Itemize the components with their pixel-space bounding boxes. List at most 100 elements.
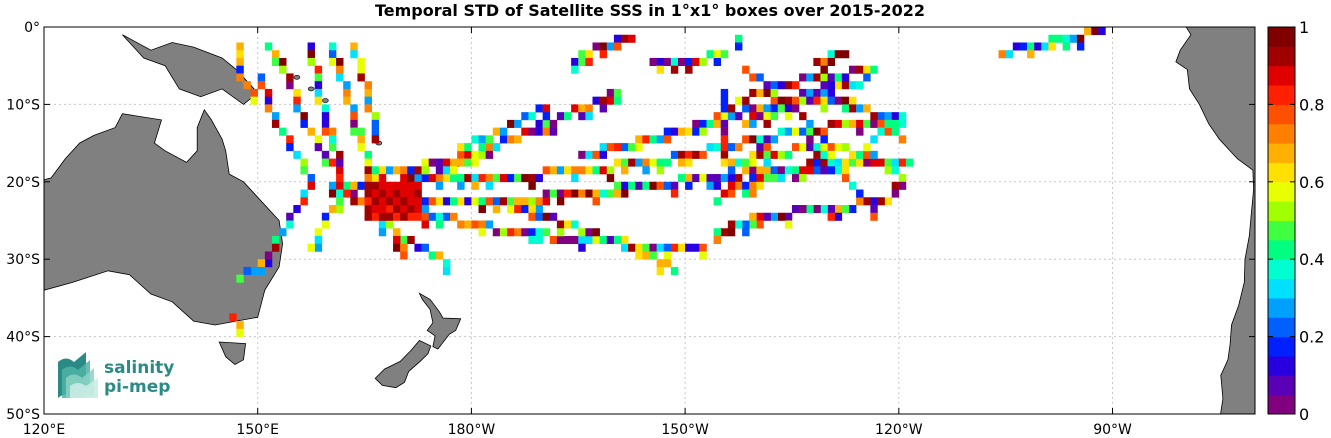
std-cell <box>806 96 814 105</box>
std-cell <box>749 119 757 128</box>
std-cell <box>250 88 258 97</box>
std-cell <box>763 212 771 221</box>
std-cell <box>514 135 522 144</box>
std-cell <box>236 274 244 283</box>
std-cell <box>663 243 672 252</box>
land-island <box>293 75 301 80</box>
std-cell <box>670 127 679 136</box>
std-cell <box>621 158 629 167</box>
std-cell <box>848 96 857 105</box>
std-cell <box>799 96 807 105</box>
std-cell <box>578 57 586 66</box>
std-cell <box>328 42 337 51</box>
std-cell <box>784 166 793 175</box>
std-cell <box>592 150 600 159</box>
std-cell <box>400 205 408 214</box>
std-cell <box>863 73 871 82</box>
std-cell <box>236 73 244 82</box>
std-cell <box>791 81 800 90</box>
std-cell <box>435 197 444 206</box>
std-cell <box>898 181 907 190</box>
std-cell <box>727 181 736 190</box>
std-cell <box>236 321 244 330</box>
std-cell <box>642 158 650 167</box>
std-cell <box>820 65 828 74</box>
std-cell <box>877 119 885 128</box>
std-cell <box>1069 34 1078 43</box>
std-cell <box>756 220 764 229</box>
std-cell <box>578 112 586 121</box>
std-cell <box>507 228 515 237</box>
std-cell <box>236 42 244 51</box>
std-cell <box>891 112 900 121</box>
std-cell <box>385 189 394 198</box>
std-cell <box>507 197 515 206</box>
std-cell <box>236 50 244 59</box>
std-cell <box>450 197 458 206</box>
std-cell <box>321 127 330 136</box>
std-cell <box>464 197 472 206</box>
std-cell <box>827 205 836 214</box>
std-cell <box>528 235 536 245</box>
std-cell <box>435 174 444 183</box>
std-cell <box>884 112 892 121</box>
std-cell <box>756 143 764 152</box>
std-cell <box>300 189 308 198</box>
std-cell <box>478 174 486 183</box>
std-cell <box>279 57 287 66</box>
std-cell <box>756 135 764 144</box>
std-cell <box>414 205 422 214</box>
std-cell <box>770 112 779 121</box>
std-cell <box>364 189 372 198</box>
std-cell <box>264 104 273 113</box>
std-cell <box>763 104 771 113</box>
std-cell <box>428 174 437 183</box>
std-cell <box>450 174 458 183</box>
std-cell <box>756 150 764 159</box>
std-cell <box>713 119 722 128</box>
std-cell <box>243 266 251 275</box>
std-cell <box>813 158 821 167</box>
std-cell <box>286 73 294 82</box>
std-cell <box>642 251 650 260</box>
std-cell <box>350 189 358 198</box>
std-cell <box>471 174 479 183</box>
std-cell <box>499 228 508 237</box>
std-cell <box>841 158 850 167</box>
std-cell <box>350 197 358 206</box>
std-cell <box>457 150 465 159</box>
std-cell <box>357 65 365 74</box>
std-cell <box>421 243 429 252</box>
std-cell <box>763 135 771 144</box>
std-cell <box>264 88 273 97</box>
std-cell <box>599 189 608 198</box>
std-cell <box>742 228 750 237</box>
std-cell <box>478 143 486 152</box>
std-cell <box>756 73 764 82</box>
std-cell <box>293 96 301 105</box>
std-cell <box>385 220 394 229</box>
std-cell <box>841 104 850 113</box>
std-cell <box>1012 42 1021 51</box>
std-cell <box>293 104 301 113</box>
std-cell <box>656 243 665 252</box>
std-cell <box>613 143 622 152</box>
std-cell <box>635 181 643 190</box>
std-cell <box>742 166 750 175</box>
std-cell <box>393 166 401 175</box>
std-cell <box>357 135 365 144</box>
std-cell <box>556 189 565 198</box>
std-cell <box>264 251 273 260</box>
std-cell <box>435 251 444 260</box>
std-cell <box>856 65 864 74</box>
std-cell <box>628 181 636 190</box>
std-cell <box>699 127 707 136</box>
std-cell <box>884 197 892 206</box>
std-cell <box>813 96 821 105</box>
logo-mark <box>58 352 98 398</box>
std-cell <box>236 65 244 74</box>
std-cell <box>300 112 308 121</box>
std-cell <box>549 189 558 198</box>
std-cell <box>628 158 636 167</box>
std-cell <box>777 127 786 136</box>
